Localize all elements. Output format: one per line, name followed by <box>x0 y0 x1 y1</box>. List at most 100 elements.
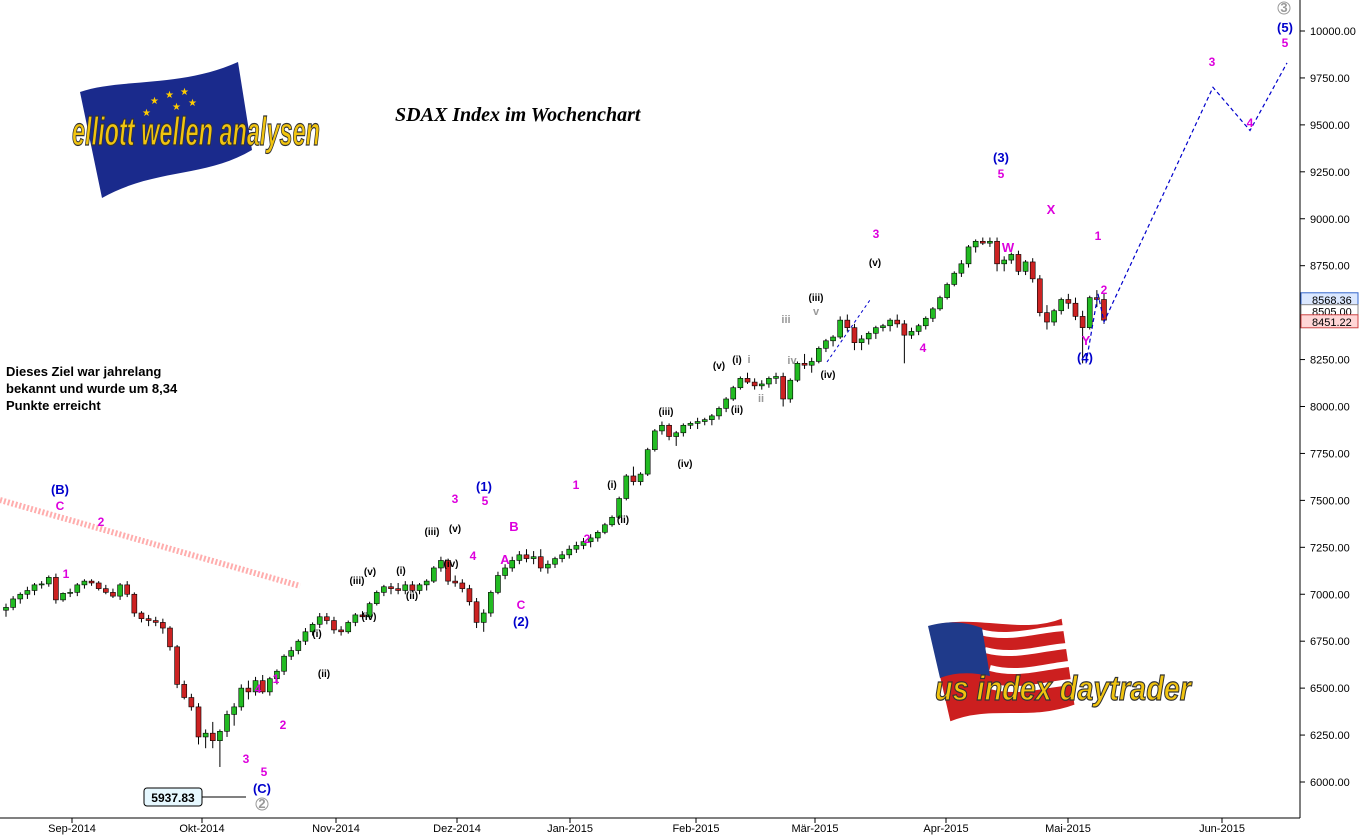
y-tick-label: 6250.00 <box>1310 730 1350 742</box>
wave-label: (iii) <box>350 576 365 587</box>
wave-label-text: X <box>1047 202 1056 217</box>
y-tick-label: 9000.00 <box>1310 214 1350 226</box>
candle <box>1029 258 1036 283</box>
wave-label: 5 <box>1282 36 1289 50</box>
candle <box>701 417 708 426</box>
candle <box>552 556 558 568</box>
y-tick-label: 7250.00 <box>1310 542 1350 554</box>
candle <box>167 626 173 651</box>
candle <box>1101 293 1107 324</box>
wave-label-text: 3 <box>873 227 880 241</box>
candle <box>224 710 230 737</box>
wave-label: (ii) <box>406 591 418 602</box>
x-tick-label: Apr-2015 <box>923 823 968 835</box>
candle <box>124 581 131 598</box>
wave-label-text: (ii) <box>731 405 743 416</box>
wave-label-text: (5) <box>1277 20 1293 35</box>
candle <box>24 586 31 599</box>
wave-label-text: (v) <box>364 567 376 578</box>
wave-label: (iv) <box>678 459 693 470</box>
wave-label-text: (v) <box>869 258 881 269</box>
wave-label-text: (ii) <box>617 515 629 526</box>
candle <box>1086 295 1093 330</box>
x-axis: Sep-2014 Okt-2014 Nov-2014 Dez-2014 Jan-2015… <box>0 817 1300 835</box>
wave-labels: 5937.83(5)534(3)5(4)(1)5(2)(B)C(C)WXYABC… <box>51 0 1293 811</box>
candle <box>666 423 672 441</box>
candle <box>3 603 9 617</box>
x-tick-label: Dez-2014 <box>433 823 481 835</box>
wave-label-text: 3 <box>1209 55 1216 69</box>
candle <box>794 361 801 383</box>
candle <box>972 239 979 253</box>
wave-label-text: 4 <box>920 341 927 355</box>
y-tick-label: 6500.00 <box>1310 683 1350 695</box>
candle <box>174 644 180 689</box>
candle <box>103 584 109 595</box>
wave-label-text: (B) <box>51 482 69 497</box>
wave-label: (i) <box>732 355 741 366</box>
candle <box>423 579 430 591</box>
wave-label-text: 2 <box>1101 283 1108 297</box>
wave-label: (v) <box>869 258 881 269</box>
wave-label: 4 <box>470 549 477 563</box>
candle <box>231 703 237 726</box>
wave-label: (B) <box>51 482 69 497</box>
wave-label: C <box>56 499 65 513</box>
candle <box>316 613 323 629</box>
candle <box>865 331 872 345</box>
y-tick-label: 10000.00 <box>1310 26 1356 38</box>
candle <box>217 729 223 767</box>
wave-label: (iii) <box>809 293 824 304</box>
candle <box>10 596 16 611</box>
candle <box>873 325 879 339</box>
candle <box>473 598 480 629</box>
wave-label-text: (iv) <box>821 370 836 381</box>
candle <box>673 430 680 446</box>
wave-label: v <box>813 306 820 318</box>
wave-label: (iii) <box>425 527 440 538</box>
note-line-3: Punkte erreicht <box>6 398 101 413</box>
candle <box>345 620 352 634</box>
wave-label-text: (4) <box>1077 350 1093 365</box>
candle <box>816 346 822 364</box>
wave-label-text: 1 <box>273 672 280 686</box>
candle <box>95 581 102 591</box>
x-tick-label: Sep-2014 <box>48 823 96 835</box>
svg-text:★: ★ <box>188 98 197 109</box>
wave-label: ii <box>758 393 764 405</box>
candle <box>110 588 116 599</box>
projection-path <box>826 62 1288 364</box>
x-tick-label: Mär-2015 <box>791 823 838 835</box>
wave-label: (iv) <box>444 559 459 570</box>
svg-text:★: ★ <box>180 87 189 98</box>
candle <box>837 316 843 339</box>
wave-label: (1) <box>476 479 492 494</box>
wave-label: (i) <box>312 629 321 640</box>
wave-label: 5 <box>482 494 489 508</box>
candle <box>181 680 188 700</box>
candle <box>680 423 687 437</box>
low-marker-value: 5937.83 <box>151 791 195 805</box>
candle <box>416 582 423 595</box>
wave-label-text: 2 <box>258 796 265 811</box>
candle <box>195 703 202 745</box>
wave-label-text: (iv) <box>678 459 693 470</box>
wave-label: 3 <box>873 227 880 241</box>
wave-label: (i) <box>396 566 405 577</box>
candle <box>602 522 608 535</box>
wave-label: (iv) <box>821 370 836 381</box>
wave-label-text: (1) <box>476 479 492 494</box>
wave-label-text: A <box>500 552 510 567</box>
wave-label: 2 <box>255 796 269 811</box>
candle <box>780 372 786 407</box>
candle <box>937 295 943 311</box>
wave-label-text: (2) <box>513 614 529 629</box>
price-box: 8451.22 <box>1300 314 1359 329</box>
wave-label-text: (iii) <box>350 576 365 587</box>
y-tick-label: 8750.00 <box>1310 261 1350 273</box>
candle <box>502 564 508 580</box>
candle <box>858 335 865 351</box>
candle <box>38 581 45 589</box>
candle <box>1058 297 1065 315</box>
